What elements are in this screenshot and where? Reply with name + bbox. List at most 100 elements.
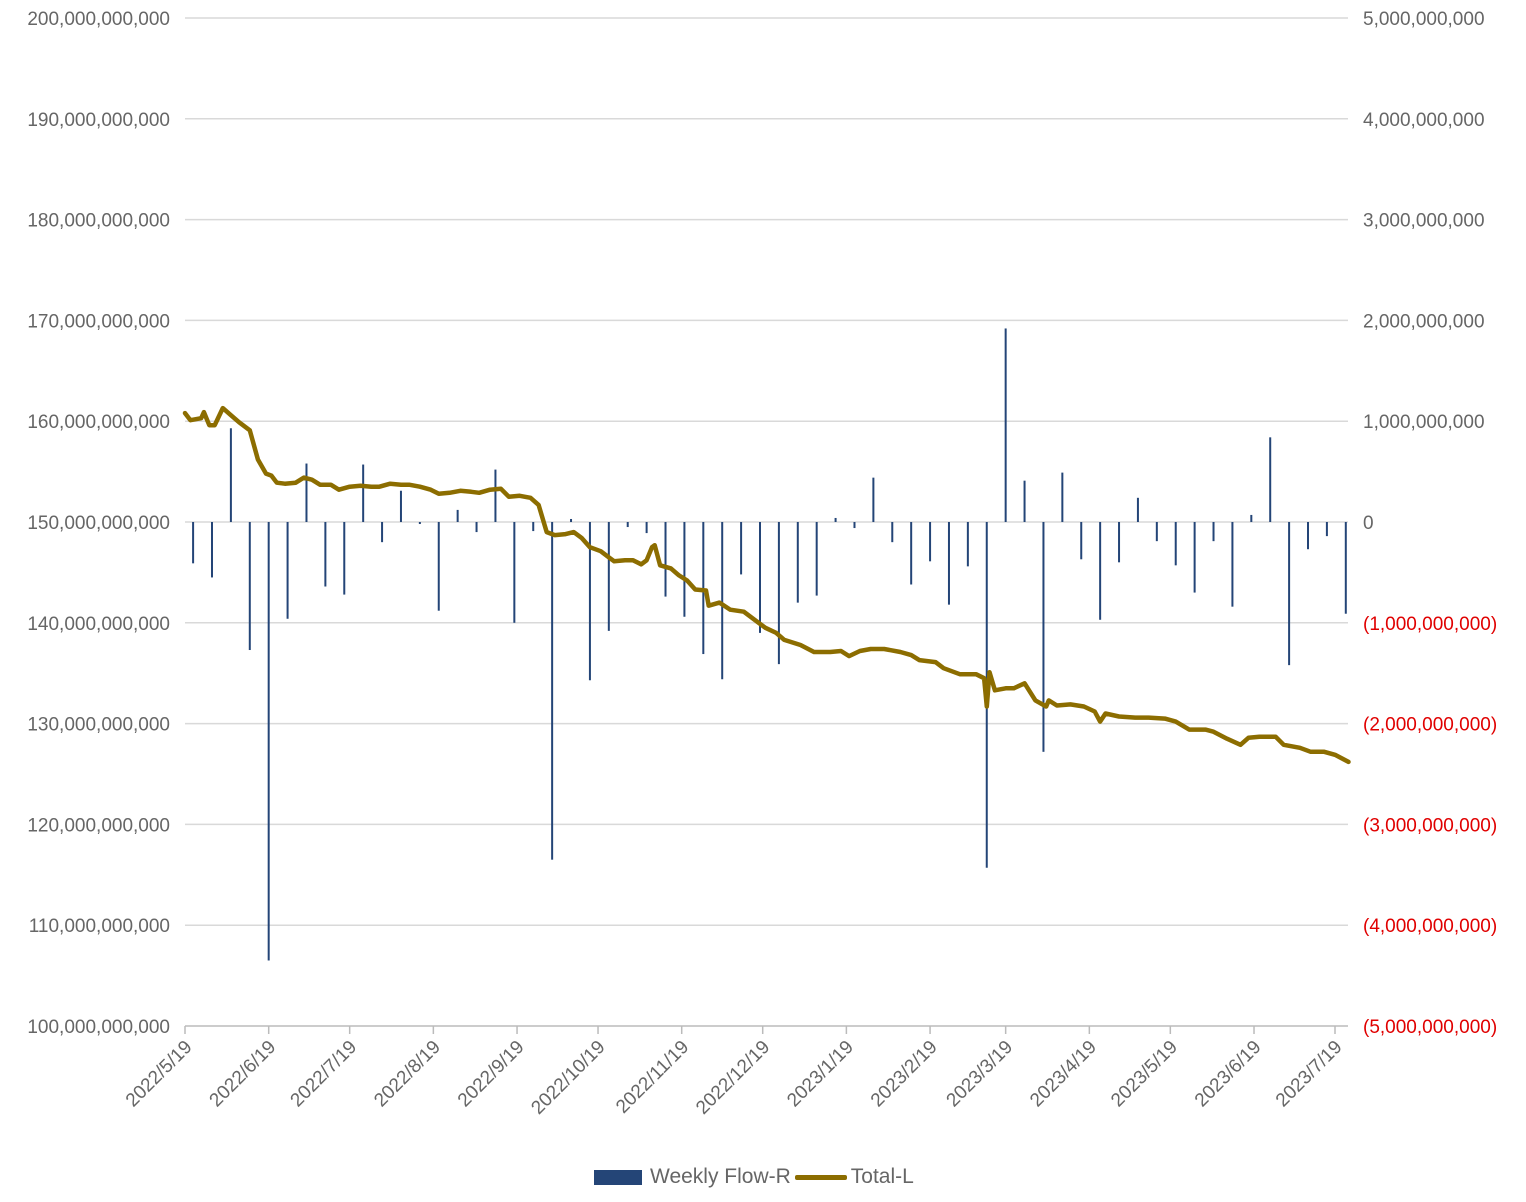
bar: [966, 522, 969, 567]
x-axis-tick-label: 2023/1/19: [783, 1037, 858, 1112]
x-axis-tick-label: 2022/8/19: [370, 1037, 445, 1112]
left-axis-tick-label: 120,000,000,000: [27, 815, 170, 836]
bar: [1118, 522, 1121, 563]
legend-line-swatch: [794, 1174, 847, 1180]
bar: [210, 522, 213, 578]
right-axis-tick-label: (2,000,000,000): [1363, 715, 1497, 736]
x-axis-tick-label: 2022/9/19: [454, 1037, 529, 1112]
bar: [1080, 522, 1083, 560]
left-axis-tick-label: 170,000,000,000: [27, 311, 170, 332]
bar: [1344, 522, 1347, 614]
left-axis-tick-label: 160,000,000,000: [27, 412, 170, 433]
bar: [815, 522, 818, 596]
x-axis-tick-label: 2022/11/19: [612, 1037, 693, 1118]
total-line: [182, 405, 1351, 765]
bar: [1307, 522, 1310, 550]
bar: [853, 522, 856, 529]
bar: [229, 428, 232, 522]
bar: [418, 522, 421, 525]
bar: [1174, 522, 1177, 566]
right-axis-tick-label: 5,000,000,000: [1363, 9, 1485, 30]
bar: [777, 522, 780, 665]
right-axis-tick-label: 0: [1363, 513, 1374, 534]
bar: [910, 522, 913, 585]
bar: [1023, 480, 1026, 522]
right-axis-tick-label: 2,000,000,000: [1363, 311, 1485, 332]
bar: [513, 522, 516, 623]
bar: [891, 522, 894, 543]
x-axis-tick-label: 2022/7/19: [287, 1037, 362, 1112]
bar: [494, 469, 497, 522]
x-axis-tick-label: 2023/7/19: [1272, 1037, 1347, 1112]
right-axis-tick-label: (5,000,000,000): [1363, 1017, 1497, 1038]
bar: [437, 522, 440, 611]
left-axis-tick-label: 190,000,000,000: [27, 110, 170, 131]
bar: [192, 522, 195, 564]
line-series: [182, 405, 1351, 765]
bar: [1288, 522, 1291, 666]
bar: [1212, 522, 1215, 542]
bar: [588, 522, 591, 681]
bar: [343, 522, 346, 595]
bar: [721, 522, 724, 680]
left-axis-tick-label: 100,000,000,000: [27, 1017, 170, 1038]
legend-line-label: Total-L: [850, 1165, 914, 1188]
x-axis-tick-label: 2023/3/19: [943, 1037, 1018, 1112]
bar: [267, 522, 270, 961]
x-axis-tick-label: 2023/2/19: [867, 1037, 942, 1112]
x-axis-tick-label: 2022/6/19: [206, 1037, 281, 1112]
right-axis-tick-label: (4,000,000,000): [1363, 916, 1497, 937]
right-axis-tick-label: 1,000,000,000: [1363, 412, 1485, 433]
bar: [1042, 522, 1045, 752]
bar: [796, 522, 799, 603]
x-axis-tick-label: 2023/5/19: [1107, 1037, 1182, 1112]
right-axis-ticks: (5,000,000,000) (4,000,000,000) (3,000,000…: [1363, 9, 1497, 1038]
x-axis-ticks: 2022/5/19 2022/6/19 2022/7/19 2022/8/19 2022…: [122, 1026, 1347, 1119]
right-axis-tick-label: (3,000,000,000): [1363, 815, 1497, 836]
bar: [740, 522, 743, 575]
left-axis-tick-label: 110,000,000,000: [29, 916, 170, 937]
x-axis-tick-label: 2023/6/19: [1191, 1037, 1266, 1112]
left-axis-ticks: 100,000,000,000 110,000,000,000 120,000,00…: [27, 9, 170, 1038]
bar: [683, 522, 686, 617]
bar: [664, 522, 667, 597]
bar: [834, 517, 837, 522]
bar: [1136, 497, 1139, 522]
bar: [532, 522, 535, 532]
x-axis-tick-label: 2022/5/19: [122, 1037, 197, 1112]
bar: [286, 522, 289, 619]
bar: [1099, 522, 1102, 620]
bar: [626, 522, 629, 528]
bar: [324, 522, 327, 587]
left-axis-tick-label: 200,000,000,000: [27, 9, 170, 30]
bar: [1269, 437, 1272, 522]
bar: [1231, 522, 1234, 607]
bar: [551, 522, 554, 860]
legend-bar-label: Weekly Flow-R: [650, 1165, 791, 1188]
x-axis-tick-label: 2022/10/19: [527, 1037, 609, 1119]
right-axis-tick-label: 4,000,000,000: [1363, 110, 1485, 131]
x-axis-tick-label: 2023/4/19: [1026, 1037, 1101, 1112]
bar: [570, 518, 573, 522]
legend: Weekly Flow-R Total-L: [594, 1165, 914, 1189]
bar: [1004, 328, 1007, 522]
bar: [872, 477, 875, 522]
bar: [929, 522, 932, 562]
right-axis-tick-label: (1,000,000,000): [1363, 614, 1497, 635]
bar: [1325, 522, 1328, 537]
bar: [248, 522, 251, 651]
chart: 100,000,000,000 110,000,000,000 120,000,00…: [27, 9, 1497, 1119]
bar-series: [192, 328, 1347, 961]
bar: [305, 463, 308, 522]
left-axis-tick-label: 140,000,000,000: [27, 614, 170, 635]
bar: [759, 522, 761, 633]
bar: [607, 522, 610, 631]
bar: [1061, 472, 1064, 522]
x-axis-tick-label: 2022/12/19: [692, 1037, 774, 1119]
bar: [381, 522, 384, 543]
left-axis-tick-label: 130,000,000,000: [27, 715, 170, 736]
bar: [645, 522, 648, 534]
left-axis-tick-label: 150,000,000,000: [27, 513, 170, 534]
bar: [947, 522, 950, 605]
bar: [1193, 522, 1196, 593]
